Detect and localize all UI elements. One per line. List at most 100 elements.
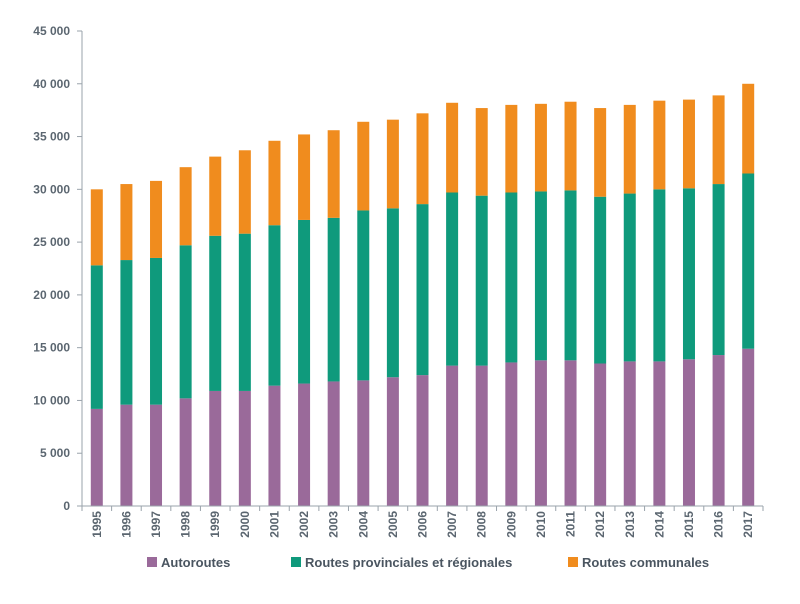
bar-segment-1 <box>416 204 429 376</box>
x-tick-label: 2015 <box>682 511 696 538</box>
bar-segment-1 <box>298 219 311 384</box>
bar-segment-1 <box>682 188 695 360</box>
y-tick-label: 25 000 <box>33 235 70 249</box>
bar-segment-2 <box>564 101 577 191</box>
bar-segment-0 <box>238 390 251 506</box>
bar-segment-2 <box>534 103 547 192</box>
bar-segment-2 <box>416 113 429 205</box>
bar-segment-0 <box>416 375 429 506</box>
legend-label: Routes communales <box>582 555 709 570</box>
legend: Autoroutes Routes provinciales et régiona… <box>147 555 709 570</box>
bar-segment-2 <box>268 140 281 226</box>
bar-segment-2 <box>446 102 459 193</box>
bar-segment-1 <box>150 257 163 405</box>
bar-segment-2 <box>742 83 755 174</box>
bar-segment-0 <box>386 377 399 506</box>
bar-segment-1 <box>179 245 192 399</box>
bar-segment-0 <box>534 360 547 506</box>
x-tick-label: 2012 <box>593 511 607 538</box>
x-tick-label: 2006 <box>416 511 430 538</box>
legend-swatch <box>291 557 301 567</box>
legend-swatch <box>147 557 157 567</box>
bar-segment-2 <box>594 108 607 197</box>
bar-segment-1 <box>357 210 370 381</box>
bar-segment-1 <box>475 195 488 366</box>
bar-segment-0 <box>682 359 695 506</box>
x-tick-label: 2009 <box>504 511 518 538</box>
bar-segment-2 <box>238 150 251 234</box>
bar-segment-0 <box>446 365 459 506</box>
x-tick-label: 2016 <box>712 511 726 538</box>
bar-segment-1 <box>238 233 251 391</box>
y-tick-label: 35 000 <box>33 130 70 144</box>
bar-segment-1 <box>386 208 399 378</box>
bar-segment-1 <box>268 225 281 386</box>
bar-segment-1 <box>120 260 133 405</box>
x-tick-label: 2011 <box>564 511 578 537</box>
x-tick-label: 2017 <box>741 511 755 538</box>
bar-segment-2 <box>90 189 103 266</box>
x-tick-label: 2010 <box>534 511 548 538</box>
bar-segment-1 <box>534 191 547 361</box>
x-tick-label: 2003 <box>327 511 341 538</box>
bar-segment-2 <box>623 104 636 194</box>
y-tick-label: 0 <box>63 499 70 513</box>
legend-swatch <box>568 557 578 567</box>
bar-segment-2 <box>298 134 311 220</box>
bar-segment-1 <box>594 196 607 364</box>
legend-label: Routes provinciales et régionales <box>305 555 512 570</box>
y-tick-label: 45 000 <box>33 24 70 38</box>
bar-segment-2 <box>682 99 695 189</box>
bar-segment-2 <box>120 184 133 261</box>
bar-segment-1 <box>712 184 725 356</box>
bar-segment-0 <box>594 363 607 506</box>
bar-segment-2 <box>209 156 222 236</box>
bar-segment-0 <box>742 348 755 506</box>
y-tick-label: 30 000 <box>33 182 70 196</box>
legend-label: Autoroutes <box>161 555 230 570</box>
bar-segment-1 <box>653 189 666 362</box>
x-tick-label: 1998 <box>179 511 193 538</box>
bar-segment-1 <box>90 265 103 409</box>
x-tick-label: 2000 <box>238 511 252 538</box>
bar-segment-0 <box>327 381 340 506</box>
bar-segment-0 <box>712 355 725 506</box>
y-tick-label: 5 000 <box>40 446 70 460</box>
bar-segment-0 <box>653 361 666 506</box>
bar-segment-2 <box>327 130 340 218</box>
bar-segment-1 <box>742 173 755 349</box>
bar-segment-2 <box>179 167 192 246</box>
bar-segment-1 <box>505 192 518 363</box>
x-tick-label: 2001 <box>267 511 281 538</box>
bar-segment-0 <box>564 360 577 506</box>
x-tick-label: 2005 <box>386 511 400 538</box>
y-tick-label: 10 000 <box>33 393 70 407</box>
x-tick-label: 2013 <box>623 511 637 538</box>
x-tick-label: 2002 <box>297 511 311 538</box>
x-tick-label: 2007 <box>445 511 459 538</box>
bar-segment-0 <box>475 365 488 506</box>
x-tick-label: 1997 <box>149 511 163 538</box>
bar-segment-2 <box>712 95 725 185</box>
bar-segment-2 <box>357 121 370 211</box>
bar-segment-0 <box>357 380 370 506</box>
bar-segment-1 <box>564 190 577 361</box>
bar-segment-1 <box>327 217 340 382</box>
x-tick-label: 2014 <box>652 511 666 538</box>
bars-group <box>90 83 755 506</box>
y-tick-label: 15 000 <box>33 341 70 355</box>
bar-segment-0 <box>90 408 103 506</box>
bar-segment-0 <box>209 390 222 506</box>
y-axis-ticks: 0 5 000 10 000 15 000 20 000 25 000 30 000 35 0… <box>33 24 82 513</box>
bar-segment-0 <box>268 385 281 506</box>
bar-segment-0 <box>150 404 163 506</box>
bar-segment-1 <box>623 193 636 362</box>
x-tick-label: 2008 <box>475 511 489 538</box>
y-tick-label: 20 000 <box>33 288 70 302</box>
bar-segment-1 <box>209 235 222 391</box>
x-tick-label: 1999 <box>208 511 222 538</box>
bar-segment-2 <box>505 104 518 193</box>
bar-segment-2 <box>386 119 399 209</box>
bar-segment-2 <box>475 108 488 196</box>
